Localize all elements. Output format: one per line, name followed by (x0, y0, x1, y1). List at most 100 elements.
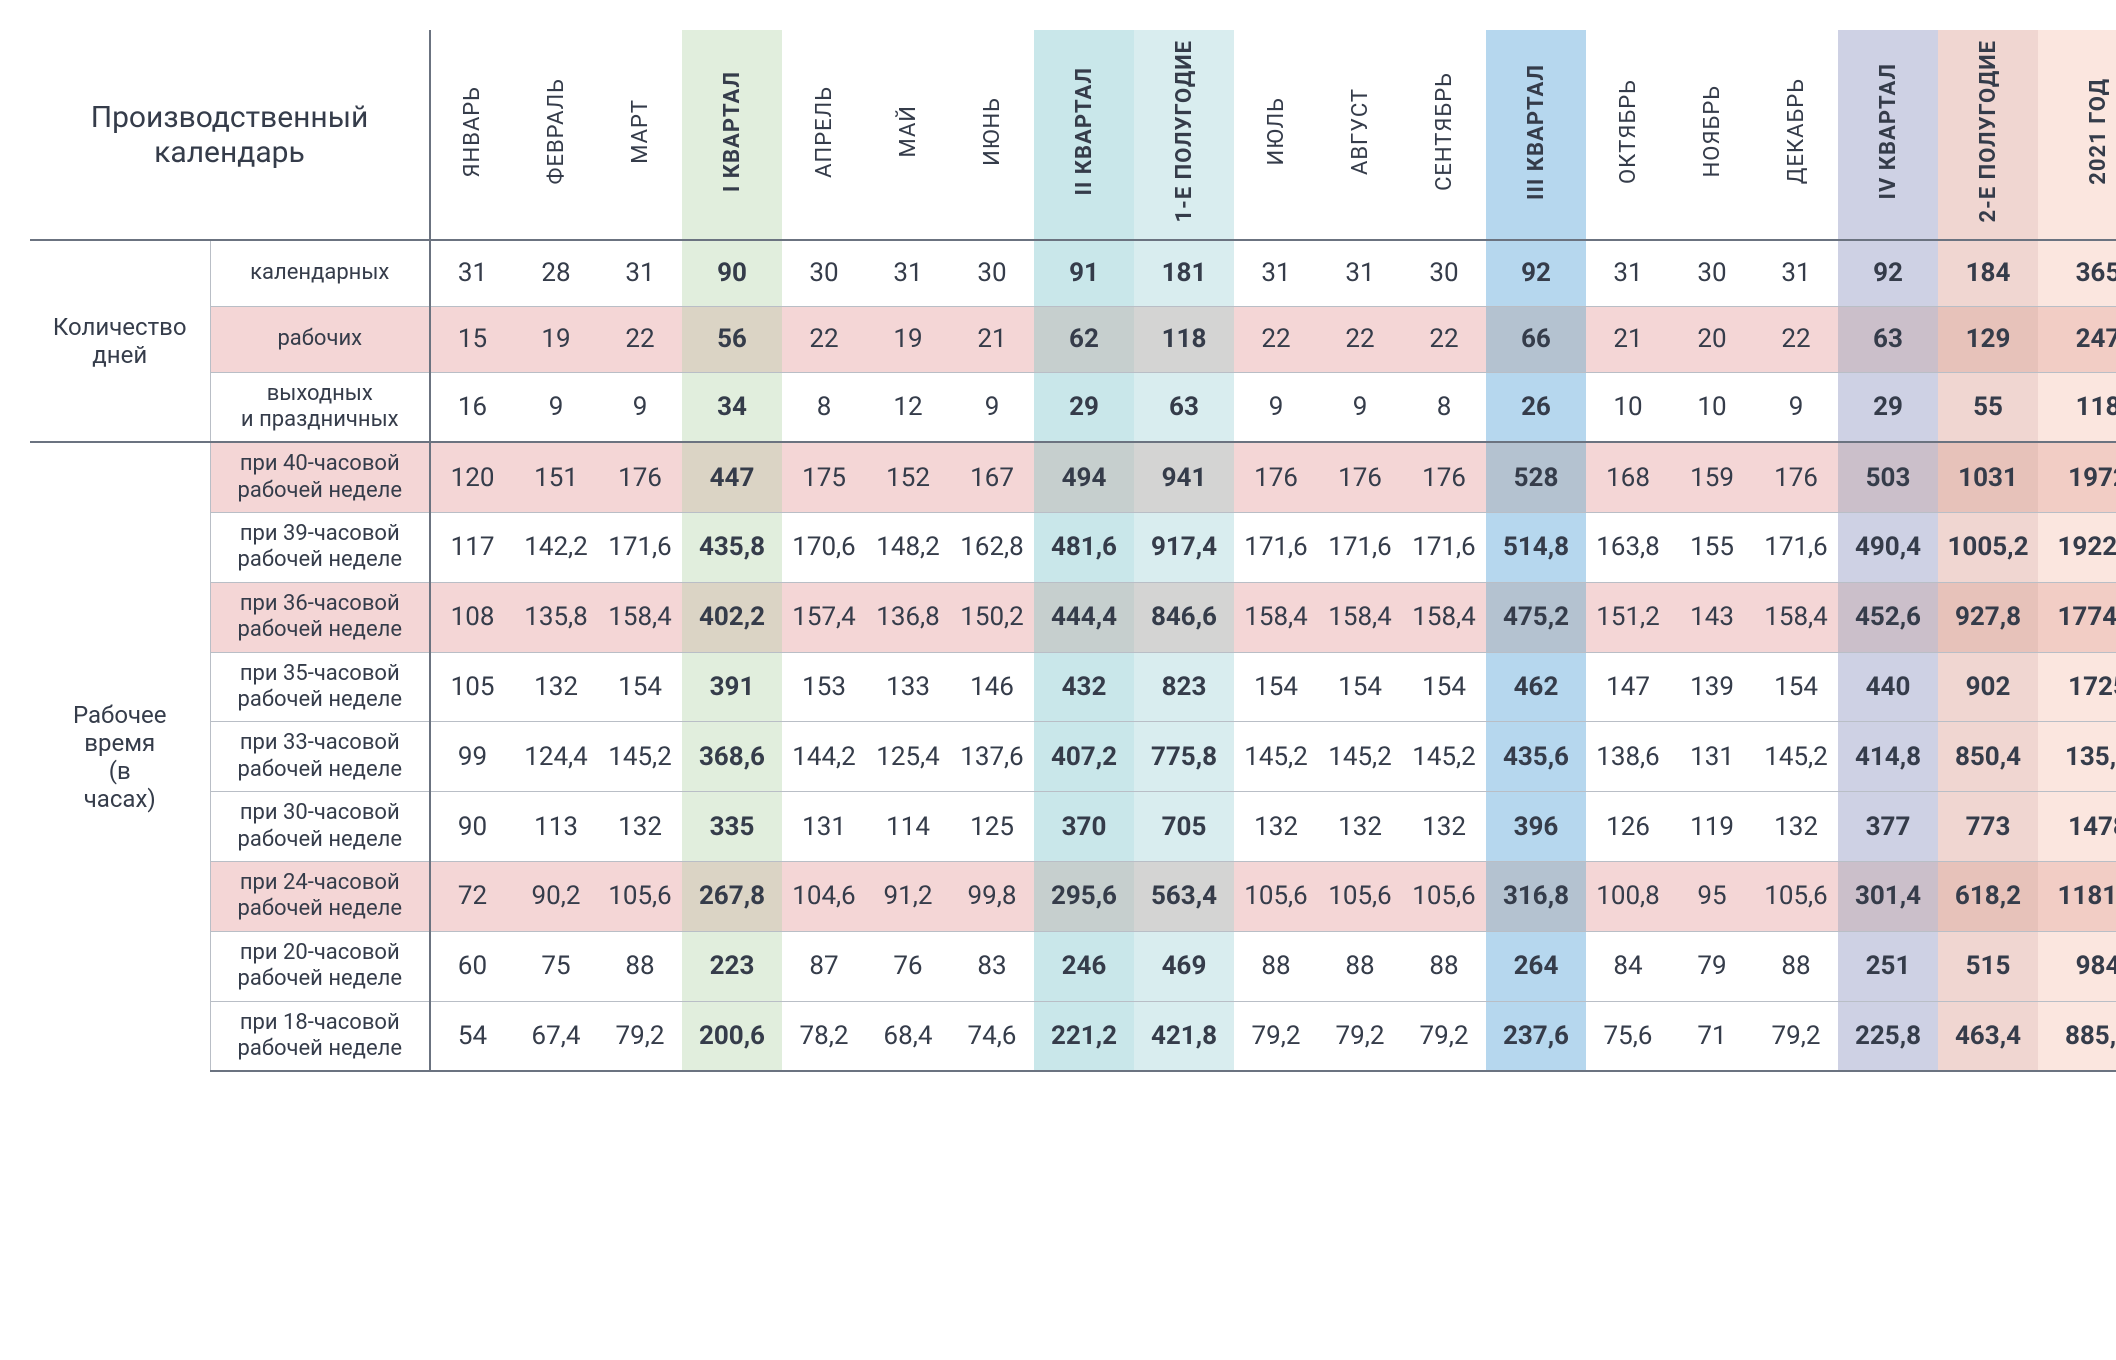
cell: 67,4 (514, 1001, 598, 1071)
col-header-sep: СЕНТЯБРЬ (1402, 30, 1486, 240)
cell: 503 (1838, 442, 1938, 512)
cell: 105,6 (1318, 861, 1402, 931)
cell: 264 (1486, 931, 1586, 1001)
cell: 132 (514, 652, 598, 722)
cell: 31 (598, 240, 682, 306)
cell: 88 (598, 931, 682, 1001)
table-row: Рабочеевремя(вчасах)при 40-часовойрабоче… (30, 442, 2116, 512)
cell: 176 (1234, 442, 1318, 512)
col-header-label: ФЕВРАЛЬ (544, 78, 569, 185)
cell: 19 (866, 306, 950, 372)
cell: 19 (514, 306, 598, 372)
cell: 514,8 (1486, 513, 1586, 583)
col-header-q3: III КВАРТАЛ (1486, 30, 1586, 240)
cell: 246 (1034, 931, 1134, 1001)
cell: 22 (1754, 306, 1838, 372)
cell: 223 (682, 931, 782, 1001)
cell: 26 (1486, 372, 1586, 442)
cell: 72 (430, 861, 514, 931)
cell: 135,8 (514, 582, 598, 652)
table-row: рабочих151922562219216211822222266212022… (30, 306, 2116, 372)
col-header-nov: НОЯБРЬ (1670, 30, 1754, 240)
cell: 91,2 (866, 861, 950, 931)
cell: 316,8 (1486, 861, 1586, 931)
cell: 151,2 (1586, 582, 1670, 652)
cell: 440 (1838, 652, 1938, 722)
cell: 138,6 (1586, 722, 1670, 792)
col-header-label: 2021 ГОД (2086, 78, 2111, 185)
cell: 132 (1318, 792, 1402, 862)
cell: 118 (2038, 372, 2116, 442)
cell: 75,6 (1586, 1001, 1670, 1071)
cell: 92 (1838, 240, 1938, 306)
col-header-q4: IV КВАРТАЛ (1838, 30, 1938, 240)
cell: 90 (682, 240, 782, 306)
cell: 104,6 (782, 861, 866, 931)
col-header-label: IV КВАРТАЛ (1876, 63, 1901, 199)
col-header-label: 1-Е ПОЛУГОДИЕ (1172, 40, 1197, 222)
cell: 618,2 (1938, 861, 2038, 931)
cell: 113 (514, 792, 598, 862)
cell: 124,4 (514, 722, 598, 792)
table-body: Количестводнейкалендарных312831903031309… (30, 240, 2116, 1071)
col-header-label: 2-Е ПОЛУГОДИЕ (1976, 40, 2001, 222)
cell: 168 (1586, 442, 1670, 512)
cell: 84 (1586, 931, 1670, 1001)
cell: 137,6 (950, 722, 1034, 792)
cell: 1181,6 (2038, 861, 2116, 931)
cell: 9 (950, 372, 1034, 442)
col-header-label: ДЕКАБРЬ (1784, 78, 1809, 184)
cell: 139 (1670, 652, 1754, 722)
cell: 368,6 (682, 722, 782, 792)
col-header-label: ИЮНЬ (980, 97, 1005, 166)
cell: 1774,4 (2038, 582, 2116, 652)
group-header: Количестводней (30, 240, 210, 442)
cell: 62 (1034, 306, 1134, 372)
cell: 295,6 (1034, 861, 1134, 931)
cell: 120 (430, 442, 514, 512)
cell: 132 (1402, 792, 1486, 862)
cell: 421,8 (1134, 1001, 1234, 1071)
cell: 142,2 (514, 513, 598, 583)
cell: 108 (430, 582, 514, 652)
row-header: при 35-часовойрабочей неделе (210, 652, 430, 722)
cell: 237,6 (1486, 1001, 1586, 1071)
col-header-label: МАЙ (896, 105, 921, 157)
cell: 432 (1034, 652, 1134, 722)
row-header: при 30-часовойрабочей неделе (210, 792, 430, 862)
cell: 301,4 (1838, 861, 1938, 931)
cell: 99 (430, 722, 514, 792)
group-header: Рабочеевремя(вчасах) (30, 442, 210, 1071)
cell: 462 (1486, 652, 1586, 722)
cell: 396 (1486, 792, 1586, 862)
col-header-label: ОКТЯБРЬ (1616, 79, 1641, 184)
cell: 90,2 (514, 861, 598, 931)
row-header: выходныхи праздничных (210, 372, 430, 442)
cell: 66 (1486, 306, 1586, 372)
cell: 31 (1586, 240, 1670, 306)
cell: 12 (866, 372, 950, 442)
cell: 452,6 (1838, 582, 1938, 652)
cell: 1031 (1938, 442, 2038, 512)
cell: 170,6 (782, 513, 866, 583)
cell: 155 (1670, 513, 1754, 583)
cell: 153 (782, 652, 866, 722)
col-header-aug: АВГУСТ (1318, 30, 1402, 240)
cell: 91 (1034, 240, 1134, 306)
cell: 133 (866, 652, 950, 722)
cell: 171,6 (1754, 513, 1838, 583)
cell: 29 (1034, 372, 1134, 442)
cell: 181 (1134, 240, 1234, 306)
cell: 56 (682, 306, 782, 372)
cell: 145,2 (598, 722, 682, 792)
table-row: при 39-часовойрабочей неделе117142,2171,… (30, 513, 2116, 583)
col-header-label: ИЮЛЬ (1264, 97, 1289, 165)
cell: 99,8 (950, 861, 1034, 931)
row-header: при 24-часовойрабочей неделе (210, 861, 430, 931)
cell: 528 (1486, 442, 1586, 512)
cell: 435,6 (1486, 722, 1586, 792)
col-header-label: МАРТ (628, 99, 653, 164)
row-header: при 39-часовойрабочей неделе (210, 513, 430, 583)
cell: 74,6 (950, 1001, 1034, 1071)
cell: 87 (782, 931, 866, 1001)
